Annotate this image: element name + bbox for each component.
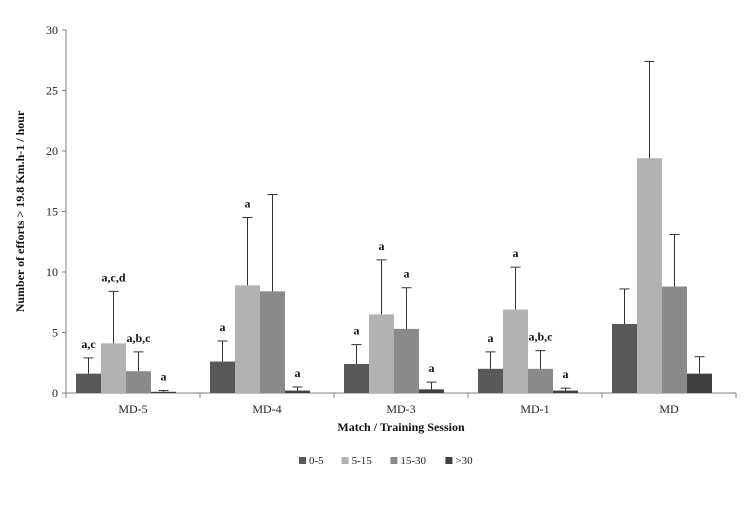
legend-label-0-5: 0-5 <box>309 455 324 467</box>
legend-swatch->30 <box>445 457 453 464</box>
x-tick-label: MD <box>659 402 679 416</box>
significance-label: a <box>513 246 519 260</box>
significance-label: a,b,c <box>127 331 152 345</box>
bar-15-30-MD-3 <box>394 328 419 393</box>
significance-label: a <box>563 367 569 381</box>
bar-5-15-MD <box>637 158 662 393</box>
x-tick-label: MD-1 <box>520 402 549 416</box>
bar-0-5-MD-1 <box>478 368 503 393</box>
chart-axes: 0 5 10 15 20 25 30 MD-5 MD-4 MD-3 MD-1 MD <box>46 23 737 416</box>
bar-0-5-MD-3 <box>344 363 369 393</box>
significance-label: a,c,d <box>102 270 126 284</box>
legend-swatch-5-15 <box>341 457 349 464</box>
y-tick-label: 15 <box>46 205 58 219</box>
significance-label: a <box>429 361 435 375</box>
bar-5-15-MD-5 <box>101 343 126 393</box>
bar->30-MD-1 <box>553 390 578 393</box>
bar-15-30-MD <box>662 286 687 393</box>
chart-annotations: a,c a,c,d a,b,c a a a a a a a a a a a,b,c a <box>81 197 568 384</box>
significance-label: a <box>404 267 410 281</box>
significance-label: a <box>295 366 301 380</box>
bar-0-5-MD-4 <box>210 361 235 393</box>
bar->30-MD <box>687 373 712 393</box>
y-tick-label: 20 <box>46 144 58 158</box>
bar->30-MD-5 <box>151 391 176 393</box>
significance-label: a <box>220 320 226 334</box>
bar-0-5-MD-5 <box>76 373 101 393</box>
chart-error-bars <box>83 60 705 392</box>
significance-label: a <box>379 239 385 253</box>
bar-5-15-MD-3 <box>369 314 394 393</box>
chart-bars <box>76 158 712 393</box>
significance-label: a <box>354 324 360 338</box>
significance-label: a,c <box>81 337 96 351</box>
legend-label-15-30: 15-30 <box>400 455 426 467</box>
x-tick-label: MD-4 <box>252 402 281 416</box>
x-tick-label: MD-5 <box>118 402 147 416</box>
bar-0-5-MD <box>612 324 637 393</box>
bar-5-15-MD-4 <box>235 285 260 393</box>
bar-15-30-MD-4 <box>260 291 285 393</box>
chart-legend: 0-5 5-15 15-30 >30 <box>299 455 473 467</box>
significance-label: a <box>245 197 251 211</box>
x-axis-title: Match / Training Session <box>337 420 465 434</box>
y-tick-label: 25 <box>46 84 58 98</box>
significance-label: a <box>161 370 167 384</box>
y-axis-title: Number of efforts > 19.8 Km.h-1 / hour <box>13 110 27 312</box>
y-tick-label: 0 <box>52 386 58 400</box>
legend-swatch-0-5 <box>299 457 306 464</box>
significance-label: a,b,c <box>529 330 554 344</box>
y-tick-label: 5 <box>52 326 58 340</box>
y-tick-label: 30 <box>46 23 58 37</box>
x-tick-label: MD-3 <box>386 402 415 416</box>
bar-5-15-MD-1 <box>503 309 528 393</box>
legend-swatch-15-30 <box>390 457 398 464</box>
legend-label->30: >30 <box>455 455 473 467</box>
bar-15-30-MD-5 <box>126 371 151 393</box>
legend-label-5-15: 5-15 <box>352 455 373 467</box>
bar->30-MD-3 <box>419 389 444 393</box>
significance-label: a <box>488 331 494 345</box>
bar-15-30-MD-1 <box>528 368 553 393</box>
bar->30-MD-4 <box>285 390 310 393</box>
y-tick-label: 10 <box>46 265 58 279</box>
